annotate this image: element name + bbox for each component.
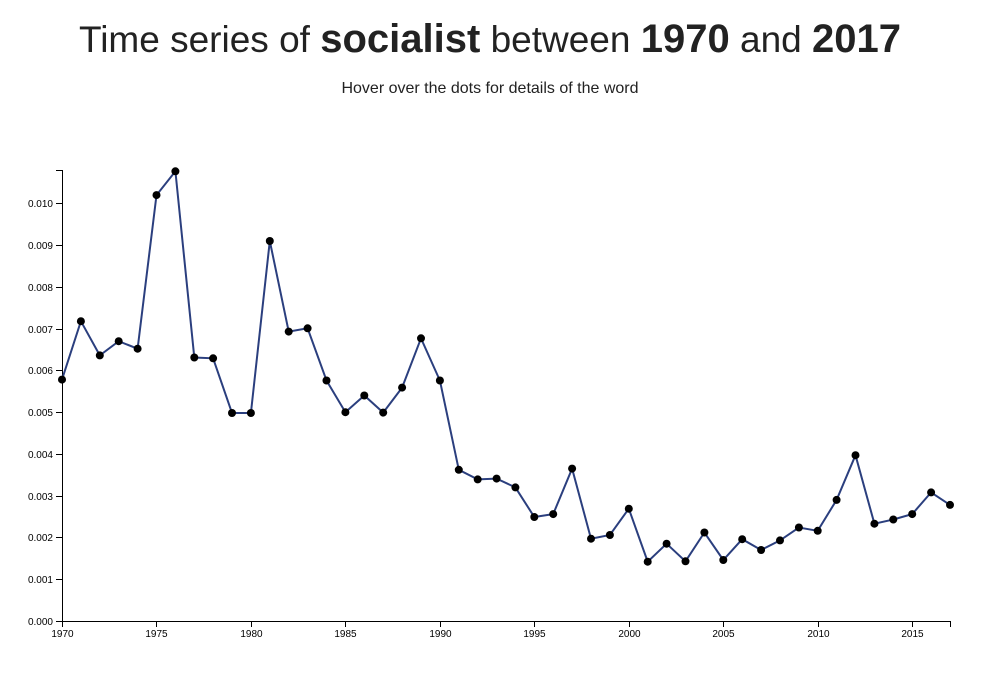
data-point-2011[interactable] [832, 495, 841, 504]
title-prefix: Time series of [78, 19, 310, 60]
data-point-2015[interactable] [908, 510, 917, 519]
data-point-2008[interactable] [776, 536, 784, 545]
data-point-1993[interactable] [492, 474, 501, 483]
data-point-1970[interactable] [58, 375, 66, 384]
data-point-1984[interactable] [322, 376, 331, 385]
data-points [58, 167, 954, 566]
data-point-2017[interactable] [946, 500, 954, 509]
x-tick-label: 2000 [618, 629, 641, 640]
y-tick-label: 0.008 [28, 283, 53, 294]
data-point-2012[interactable] [851, 451, 860, 460]
data-point-1991[interactable] [454, 465, 463, 474]
data-point-1983[interactable] [303, 324, 312, 333]
data-point-1981[interactable] [265, 237, 274, 245]
data-point-1990[interactable] [435, 376, 444, 385]
y-tick-label: 0.000 [28, 617, 53, 628]
x-tick-label: 1980 [240, 629, 263, 640]
data-point-2004[interactable] [700, 528, 709, 537]
y-axis: 0.000 0.001 0.002 0.003 0.004 0.005 0.006 0.007… [28, 170, 63, 628]
data-point-1972[interactable] [95, 351, 104, 360]
data-point-1971[interactable] [76, 317, 85, 326]
data-point-1976[interactable] [171, 167, 180, 176]
title-between: between [490, 19, 631, 60]
y-tick-label: 0.005 [28, 408, 53, 419]
title-end-year: 2017 [812, 17, 902, 61]
data-point-2001[interactable] [643, 557, 652, 566]
data-point-1986[interactable] [360, 391, 369, 400]
x-axis: 1970 1975 1980 1985 1990 1995 2000 2005 2010 2015 [51, 621, 951, 640]
data-point-1989[interactable] [417, 334, 425, 343]
data-point-1985[interactable] [341, 408, 350, 417]
data-point-1992[interactable] [473, 475, 482, 484]
y-tick-label: 0.001 [28, 575, 53, 586]
y-tick-label: 0.004 [28, 450, 53, 461]
y-tick-label: 0.006 [28, 366, 53, 377]
data-point-2009[interactable] [794, 523, 803, 532]
title-and: and [740, 19, 802, 60]
data-point-1988[interactable] [398, 383, 407, 392]
title-word: socialist [320, 17, 481, 61]
page-subtitle: Hover over the dots for details of the w… [341, 80, 639, 97]
x-tick-label: 1995 [523, 629, 546, 640]
data-point-1994[interactable] [511, 483, 520, 492]
data-point-1982[interactable] [284, 327, 293, 336]
data-point-1996[interactable] [549, 510, 558, 519]
y-tick-label: 0.007 [28, 325, 53, 336]
x-tick-label: 1985 [334, 629, 357, 640]
x-tick-label: 2005 [712, 629, 735, 640]
y-tick-label: 0.002 [28, 533, 53, 544]
data-point-2002[interactable] [662, 539, 671, 548]
data-point-1995[interactable] [530, 513, 539, 521]
y-tick-label: 0.010 [28, 199, 53, 210]
x-tick-label: 1990 [429, 629, 452, 640]
data-point-1975[interactable] [152, 191, 161, 200]
data-point-2016[interactable] [927, 488, 936, 497]
data-point-2013[interactable] [870, 519, 879, 528]
data-point-1987[interactable] [379, 408, 388, 417]
data-point-1980[interactable] [246, 409, 255, 417]
page-title: Time series of socialist between 1970 an… [0, 14, 980, 65]
data-point-1997[interactable] [568, 464, 577, 473]
data-point-1999[interactable] [605, 531, 614, 539]
data-point-2003[interactable] [681, 557, 690, 566]
series-line [61, 168, 951, 564]
data-point-2005[interactable] [719, 556, 728, 564]
data-point-1974[interactable] [133, 344, 142, 353]
data-point-2000[interactable] [624, 504, 633, 513]
data-point-1978[interactable] [209, 354, 218, 363]
data-point-1979[interactable] [228, 409, 236, 417]
title-start-year: 1970 [640, 17, 730, 61]
x-tick-label: 2015 [901, 629, 924, 640]
data-point-2010[interactable] [813, 526, 822, 535]
data-point-1973[interactable] [114, 337, 123, 346]
data-point-1977[interactable] [190, 353, 199, 362]
y-tick-label: 0.009 [28, 241, 53, 252]
x-tick-label: 2010 [807, 629, 830, 640]
data-point-2014[interactable] [889, 515, 898, 524]
x-tick-label: 1975 [145, 629, 168, 640]
data-point-1998[interactable] [587, 534, 595, 543]
data-point-2006[interactable] [738, 535, 747, 544]
y-tick-label: 0.003 [28, 492, 53, 503]
x-tick-label: 1970 [51, 629, 74, 640]
data-point-2007[interactable] [757, 546, 766, 554]
